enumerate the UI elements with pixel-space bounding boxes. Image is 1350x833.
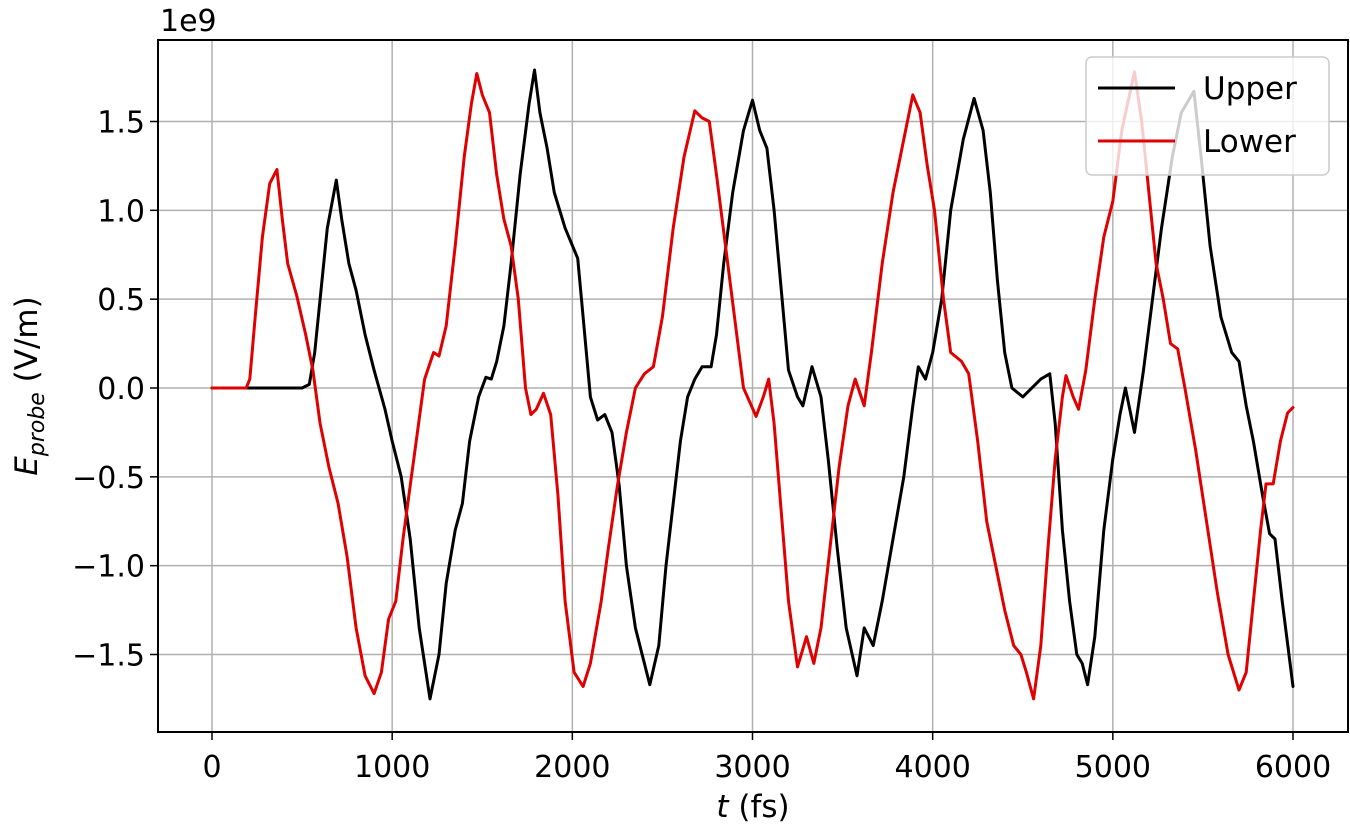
series-line-lower bbox=[210, 70, 1295, 701]
x-axis-title: t (fs) bbox=[716, 789, 789, 825]
y-tick-label: 0.0 bbox=[97, 372, 145, 407]
x-tick-label: 6000 bbox=[1255, 750, 1331, 785]
y-tick-label: −0.5 bbox=[72, 461, 145, 496]
data-series bbox=[210, 68, 1295, 701]
y-axis-title: Eprobe (V/m) bbox=[9, 296, 50, 475]
y-scale-offset: 1e9 bbox=[160, 4, 217, 39]
legend-label-upper: Upper bbox=[1203, 71, 1297, 107]
x-tick-label: 2000 bbox=[534, 750, 610, 785]
x-tick-label: 0 bbox=[202, 750, 221, 785]
x-tick-label: 1000 bbox=[354, 750, 430, 785]
legend: Upper Lower bbox=[1085, 56, 1330, 176]
x-tick-label: 3000 bbox=[714, 750, 790, 785]
y-axis-ticks: −1.5 −1.0 −0.5 0.0 0.5 1.0 1.5 bbox=[72, 106, 158, 674]
y-tick-label: 1.0 bbox=[97, 194, 145, 229]
legend-label-lower: Lower bbox=[1203, 124, 1296, 160]
y-tick-label: −1.5 bbox=[72, 639, 145, 674]
x-tick-label: 4000 bbox=[894, 750, 970, 785]
x-axis-ticks: 0 1000 2000 3000 4000 5000 6000 bbox=[202, 732, 1331, 785]
y-tick-label: 0.5 bbox=[97, 283, 145, 318]
y-tick-label: 1.5 bbox=[97, 106, 145, 141]
series-line-upper bbox=[210, 68, 1295, 701]
x-tick-label: 5000 bbox=[1075, 750, 1151, 785]
y-tick-label: −1.0 bbox=[72, 550, 145, 585]
